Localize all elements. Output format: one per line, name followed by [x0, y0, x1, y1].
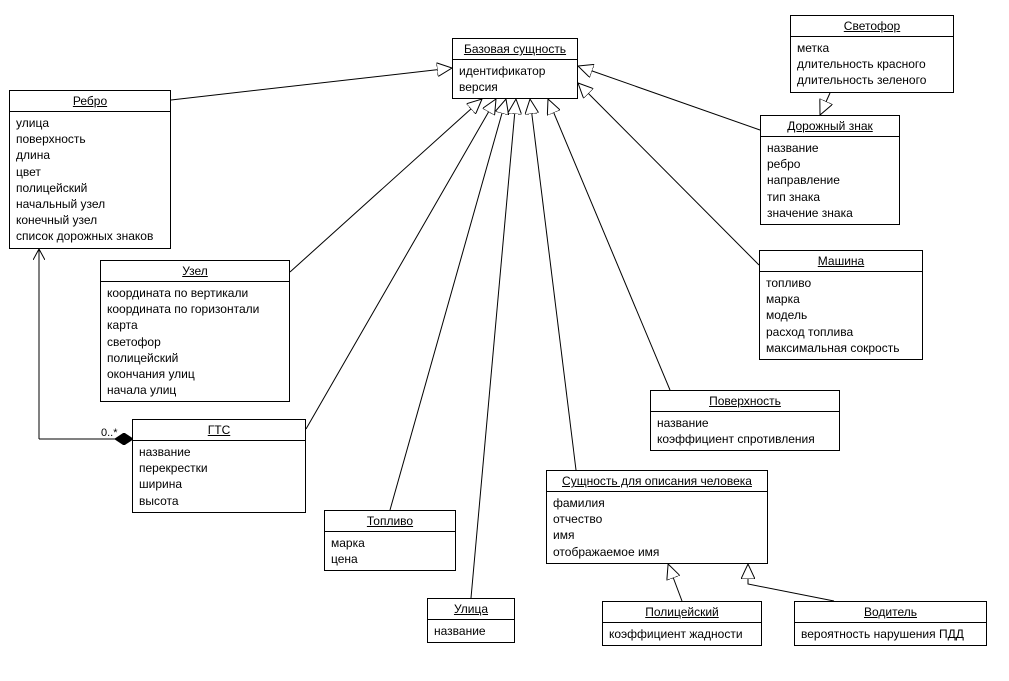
class-attr: карта: [107, 317, 283, 333]
class-title: Базовая сущность: [453, 39, 577, 60]
class-attr: название: [434, 623, 508, 639]
class-attr: высота: [139, 493, 299, 509]
class-attrs: названиеребронаправлениетип знаказначени…: [761, 137, 899, 224]
class-title: Водитель: [795, 602, 986, 623]
class-attrs: вероятность нарушения ПДД: [795, 623, 986, 645]
class-attr: список дорожных знаков: [16, 228, 164, 244]
class-attr: коэффициент спротивления: [657, 431, 833, 447]
class-title: Полицейский: [603, 602, 761, 623]
class-attr: метка: [797, 40, 947, 56]
class-attr: длина: [16, 147, 164, 163]
class-attr: идентификатор: [459, 63, 571, 79]
class-attr: название: [139, 444, 299, 460]
class-attrs: фамилияотчествоимяотображаемое имя: [547, 492, 767, 563]
class-attr: версия: [459, 79, 571, 95]
class-attr: расход топлива: [766, 324, 916, 340]
class-traffic-light: Светофор меткадлительность красногодлите…: [790, 15, 954, 93]
class-police: Полицейский коэффициент жадности: [602, 601, 762, 646]
class-attrs: маркацена: [325, 532, 455, 570]
class-base: Базовая сущность идентификаторверсия: [452, 38, 578, 99]
class-attr: название: [657, 415, 833, 431]
class-attr: отображаемое имя: [553, 544, 761, 560]
class-attr: координата по вертикали: [107, 285, 283, 301]
class-attr: тип знака: [767, 189, 893, 205]
class-attr: начала улиц: [107, 382, 283, 398]
class-attr: вероятность нарушения ПДД: [801, 626, 980, 642]
class-title: Машина: [760, 251, 922, 272]
class-attr: координата по горизонтали: [107, 301, 283, 317]
class-street: Улица название: [427, 598, 515, 643]
class-attrs: название: [428, 620, 514, 642]
class-attrs: меткадлительность красногодлительность з…: [791, 37, 953, 92]
class-attr: название: [767, 140, 893, 156]
class-edge: Ребро улицаповерхностьдлинацветполицейск…: [9, 90, 171, 249]
class-node: Узел координата по вертикаликоордината п…: [100, 260, 290, 402]
class-surface: Поверхность названиекоэффициент спротивл…: [650, 390, 840, 451]
class-attrs: координата по вертикаликоордината по гор…: [101, 282, 289, 401]
class-attr: улица: [16, 115, 164, 131]
class-attr: топливо: [766, 275, 916, 291]
class-attr: фамилия: [553, 495, 761, 511]
class-road-sign: Дорожный знак названиеребронаправлениети…: [760, 115, 900, 225]
class-attrs: коэффициент жадности: [603, 623, 761, 645]
class-attrs: улицаповерхностьдлинацветполицейскийнача…: [10, 112, 170, 248]
class-title: Топливо: [325, 511, 455, 532]
class-attr: начальный узел: [16, 196, 164, 212]
class-attr: конечный узел: [16, 212, 164, 228]
class-attrs: идентификаторверсия: [453, 60, 577, 98]
class-attr: светофор: [107, 334, 283, 350]
class-attr: цена: [331, 551, 449, 567]
class-attr: марка: [331, 535, 449, 551]
class-attr: коэффициент жадности: [609, 626, 755, 642]
class-attr: длительность зеленого: [797, 72, 947, 88]
class-attr: отчество: [553, 511, 761, 527]
class-attr: цвет: [16, 164, 164, 180]
class-attr: максимальная сокрость: [766, 340, 916, 356]
class-attrs: названиекоэффициент спротивления: [651, 412, 839, 450]
class-attr: ширина: [139, 476, 299, 492]
class-attrs: названиеперекресткиширинавысота: [133, 441, 305, 512]
class-attr: длительность красного: [797, 56, 947, 72]
class-car: Машина топливомаркамодельрасход топливам…: [759, 250, 923, 360]
class-driver: Водитель вероятность нарушения ПДД: [794, 601, 987, 646]
class-attr: ребро: [767, 156, 893, 172]
class-attrs: топливомаркамодельрасход топливамаксимал…: [760, 272, 922, 359]
class-title: Поверхность: [651, 391, 839, 412]
class-title: Сущность для описания человека: [547, 471, 767, 492]
class-attr: модель: [766, 307, 916, 323]
class-title: Узел: [101, 261, 289, 282]
class-attr: значение знака: [767, 205, 893, 221]
class-attr: поверхность: [16, 131, 164, 147]
class-title: Ребро: [10, 91, 170, 112]
class-attr: окончания улиц: [107, 366, 283, 382]
class-title: ГТС: [133, 420, 305, 441]
class-fuel: Топливо маркацена: [324, 510, 456, 571]
multiplicity-label: 0..*: [101, 427, 118, 439]
class-title: Дорожный знак: [761, 116, 899, 137]
class-title: Улица: [428, 599, 514, 620]
class-attr: перекрестки: [139, 460, 299, 476]
class-attr: марка: [766, 291, 916, 307]
class-attr: полицейский: [107, 350, 283, 366]
class-person-base: Сущность для описания человека фамилияот…: [546, 470, 768, 564]
class-attr: полицейский: [16, 180, 164, 196]
class-gts: ГТС названиеперекресткиширинавысота: [132, 419, 306, 513]
class-attr: имя: [553, 527, 761, 543]
class-attr: направление: [767, 172, 893, 188]
class-title: Светофор: [791, 16, 953, 37]
